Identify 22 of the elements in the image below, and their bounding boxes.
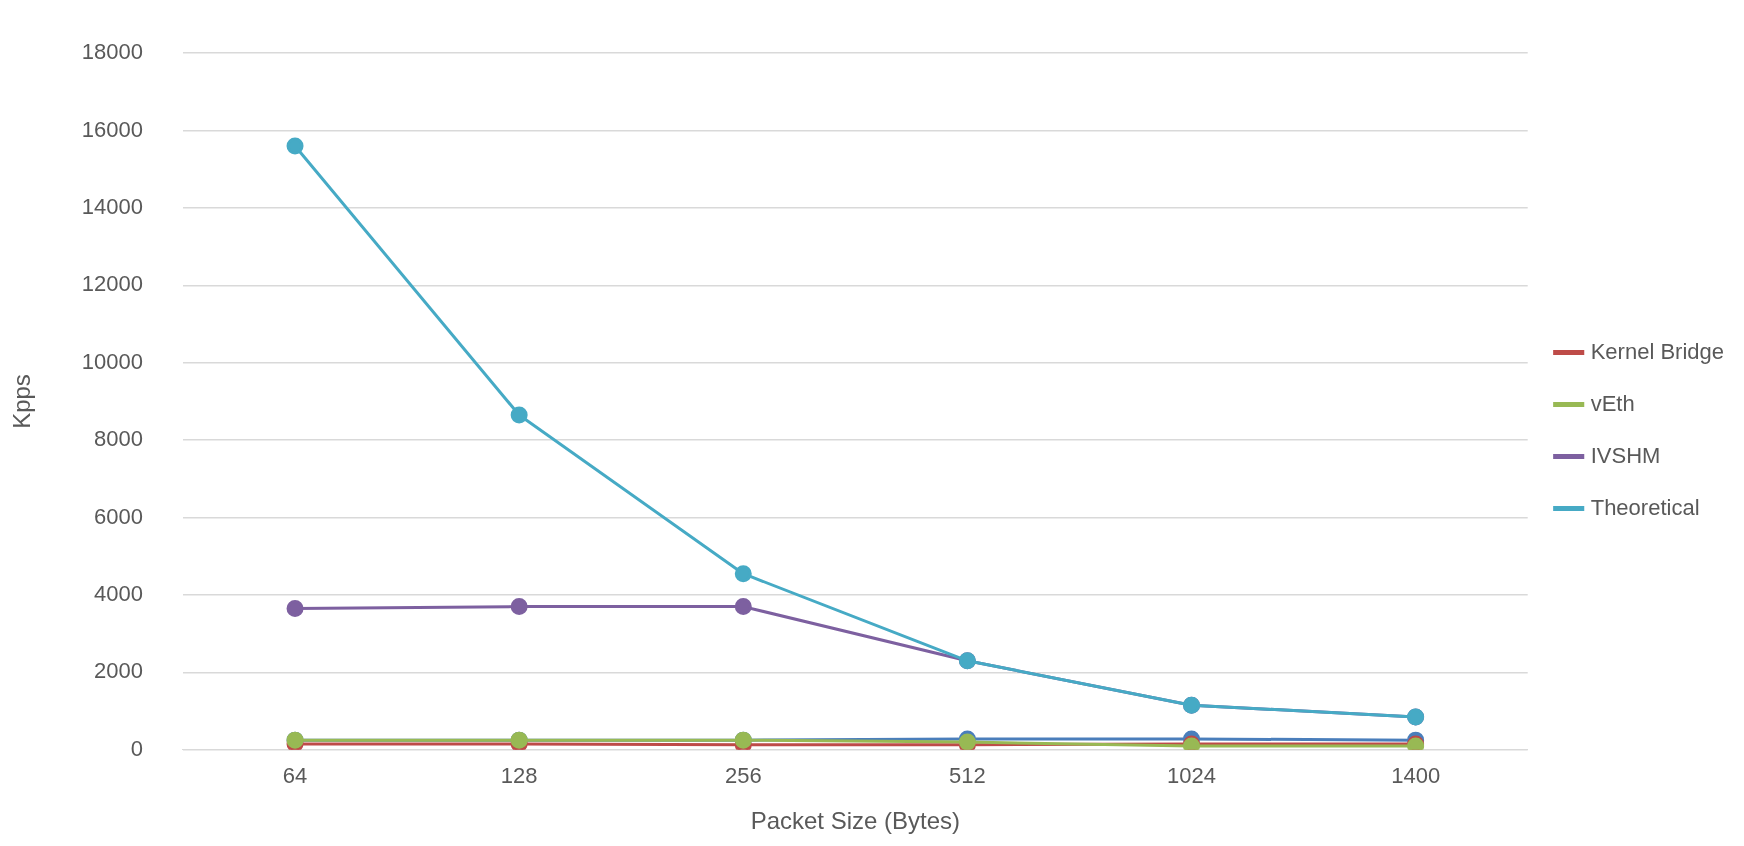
y-tick-label: 2000 <box>94 658 143 684</box>
y-tick-label: 14000 <box>81 194 143 220</box>
x-tick-label: 1024 <box>1167 763 1216 789</box>
legend-label: Kernel Bridge <box>1590 338 1725 364</box>
y-tick-label: 8000 <box>94 426 143 452</box>
legend-label: Theoretical <box>1590 494 1700 520</box>
y-tick-label: 16000 <box>81 116 143 142</box>
legend-label: IVSHM <box>1590 442 1661 468</box>
y-tick-label: 12000 <box>81 271 143 297</box>
y-tick-label: 6000 <box>94 503 143 529</box>
x-axis-title: Packet Size (Bytes) <box>750 807 961 835</box>
y-tick-label: 4000 <box>94 581 143 607</box>
x-tick-label: 64 <box>282 763 308 789</box>
x-tick-label: 1400 <box>1391 763 1441 789</box>
y-tick-label: 18000 <box>81 39 143 65</box>
x-tick-label: 512 <box>949 763 986 789</box>
x-tick-label: 256 <box>724 763 762 789</box>
y-tick-label: 10000 <box>81 348 143 374</box>
y-axis-title: Kpps <box>8 374 36 429</box>
y-tick-label: 0 <box>130 735 143 761</box>
legend-label: vEth <box>1590 390 1635 416</box>
x-tick-label: 128 <box>500 763 538 789</box>
